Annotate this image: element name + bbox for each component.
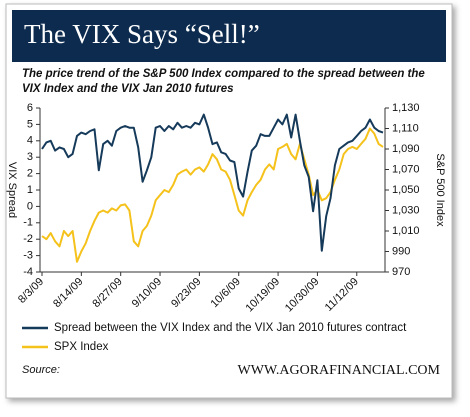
y2-tick-label: 1,010 <box>392 225 420 237</box>
y-tick-label: -4 <box>23 266 33 278</box>
y2-tick-label: 1,110 <box>392 122 419 134</box>
y2-tick-label: 1,050 <box>392 184 420 196</box>
y2-tick-label: 1,130 <box>392 102 420 114</box>
y-tick-label: 6 <box>27 102 33 114</box>
source: Source: <box>22 364 60 376</box>
y-tick-label: 2 <box>27 168 33 180</box>
series-line <box>41 113 384 252</box>
y-tick-label: 4 <box>27 135 33 147</box>
y-tick-label: -3 <box>23 250 33 262</box>
y2-tick-label: 990 <box>392 245 410 257</box>
card <box>5 3 453 399</box>
legend-label: SPX Index <box>54 341 109 353</box>
y2-tick-label: 1,030 <box>392 204 420 216</box>
series-line <box>41 127 384 263</box>
y-tick-label: -2 <box>23 233 33 245</box>
subtitle: The price trend of the S&P 500 Index com… <box>22 68 425 80</box>
y-tick-label: 5 <box>27 118 33 130</box>
y2-tick-label: 970 <box>392 266 410 278</box>
y-tick-label: 1 <box>27 184 33 196</box>
y2-tick-label: 1,070 <box>392 163 420 175</box>
subtitle: VIX Index and the VIX Jan 2010 futures <box>22 83 234 95</box>
y2-axis-label: S&P 500 Index <box>434 153 446 227</box>
y-tick-label: -1 <box>23 217 33 229</box>
y-axis-label: VIX Spread <box>6 162 18 218</box>
website: WWW.AGORAFINANCIAL.COM <box>238 363 441 378</box>
chart-title: The VIX Says “Sell!” <box>24 19 260 49</box>
y-tick-label: 0 <box>27 200 33 212</box>
header <box>12 10 446 62</box>
y-tick-label: 3 <box>27 151 33 163</box>
y2-tick-label: 1,090 <box>392 143 420 155</box>
legend-label: Spread between the VIX Index and the VIX… <box>54 322 407 334</box>
